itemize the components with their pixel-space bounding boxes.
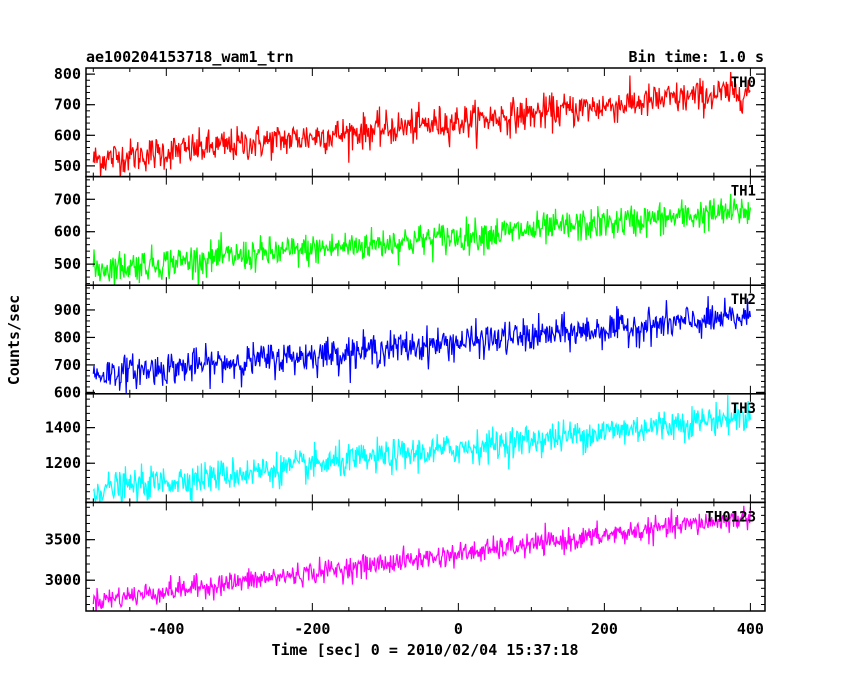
- series-line-th2: [92, 296, 751, 394]
- y-tick-label: 900: [54, 301, 81, 319]
- y-tick-label: 3000: [45, 571, 81, 589]
- y-tick-label: 1400: [45, 419, 81, 437]
- series-line-th3: [92, 395, 751, 503]
- y-tick-label: 800: [54, 65, 81, 83]
- panel-th3: 1200 1400 TH3: [45, 393, 766, 504]
- y-tick-label: 800: [54, 328, 81, 346]
- y-tick-label: 700: [54, 96, 81, 114]
- y-tick-label: 500: [54, 255, 81, 273]
- x-tick-label: -400: [148, 620, 184, 638]
- panel-frame: [85, 501, 766, 612]
- y-tick-label: 600: [54, 126, 81, 144]
- panels: 500 600 700 800 TH0 500 600 700 TH1 600 700 800 900 T…: [45, 65, 766, 612]
- panel-label-th0: TH0: [731, 75, 756, 91]
- y-tick-label: 600: [54, 383, 81, 401]
- x-tick-label: -200: [294, 620, 330, 638]
- y-tick-label: 600: [54, 223, 81, 241]
- y-tick-label: 500: [54, 157, 81, 175]
- x-axis-label: Time [sec] 0 = 2010/02/04 15:37:18: [271, 641, 578, 659]
- bin-time-label: Bin time: 1.0 s: [629, 48, 764, 66]
- y-tick-label: 700: [54, 190, 81, 208]
- x-axis: -400 -200 0 200 400: [148, 620, 764, 638]
- x-tick-label: 400: [737, 620, 764, 638]
- x-tick-label: 0: [454, 620, 463, 638]
- series-line-th0123: [92, 505, 751, 611]
- y-axis-label: Counts/sec: [5, 295, 23, 385]
- panel-label-th3: TH3: [731, 401, 756, 417]
- panel-th2: 600 700 800 900 TH2: [54, 284, 766, 401]
- panel-th0123: 3000 3500 TH0123: [45, 501, 766, 612]
- panel-label-th1: TH1: [731, 184, 756, 200]
- panel-th0: 500 600 700 800 TH0: [54, 65, 766, 178]
- panel-label-th0123: TH0123: [705, 509, 756, 525]
- panel-frame: [85, 284, 766, 395]
- y-tick-label: 700: [54, 356, 81, 374]
- y-tick-label: 3500: [45, 531, 81, 549]
- y-tick-label: 1200: [45, 454, 81, 472]
- series-line-th0: [92, 71, 751, 177]
- panel-label-th2: TH2: [731, 292, 756, 308]
- x-tick-label: 200: [591, 620, 618, 638]
- series-line-th1: [92, 193, 751, 286]
- plot-title: ae100204153718_wam1_trn: [86, 48, 294, 66]
- panel-th1: 500 600 700 TH1: [54, 175, 766, 286]
